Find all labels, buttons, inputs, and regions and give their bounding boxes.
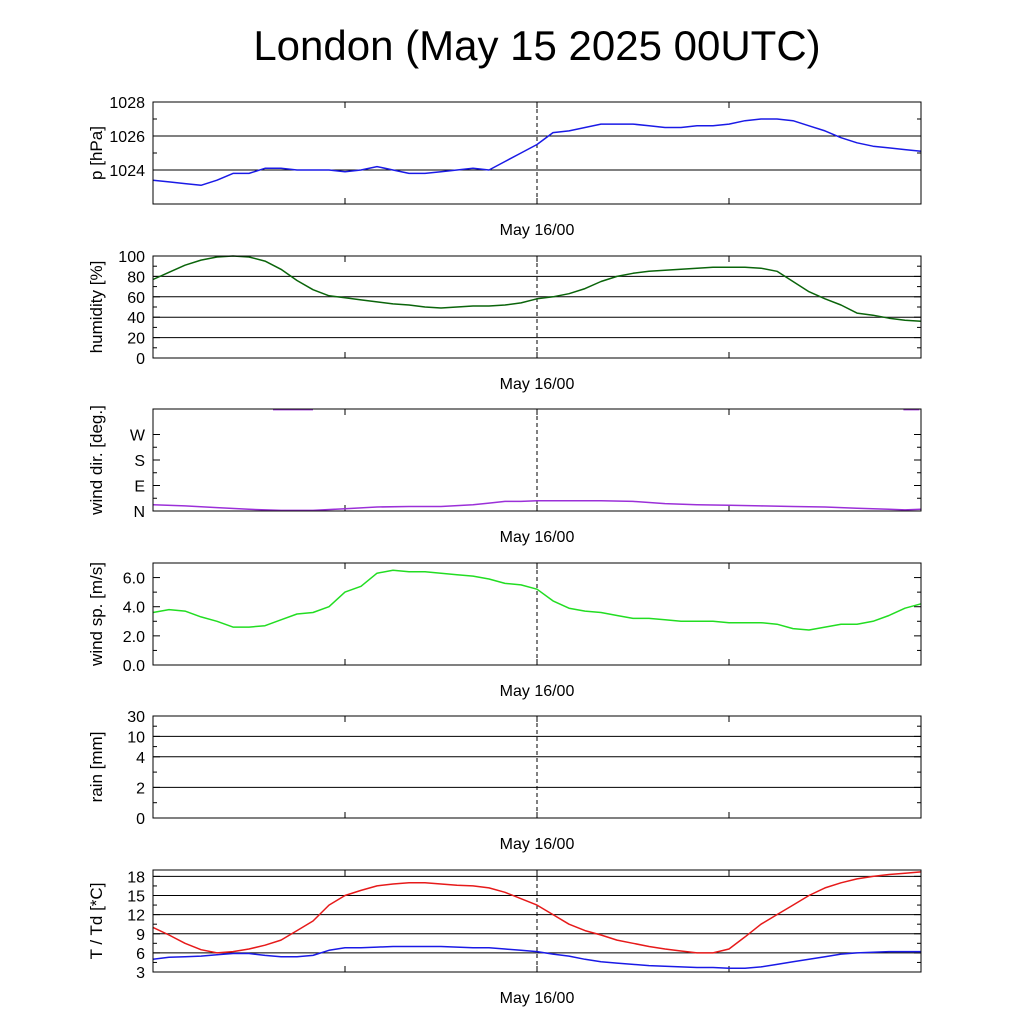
x-tick-label: May 16/00 [500, 836, 575, 853]
y-tick-label: 40 [127, 310, 145, 327]
plot-frame [152, 255, 922, 359]
x-tick-label: May 16/00 [500, 222, 575, 239]
y-tick-label: 0 [136, 811, 145, 828]
y-tick-label: 6.0 [123, 571, 145, 588]
series-line-t [152, 871, 922, 954]
y-tick-label: 15 [127, 889, 145, 906]
y-axis-label: T / Td [*C] [87, 883, 106, 960]
x-tick-label: May 16/00 [500, 376, 575, 393]
y-tick-label: 4 [136, 750, 145, 767]
y-tick-label: 80 [127, 269, 145, 286]
y-axis-label: wind dir. [deg.] [87, 405, 106, 516]
y-tick-label: 0.0 [123, 658, 145, 675]
y-tick-label: 30 [127, 709, 145, 726]
y-tick-label: 1026 [109, 129, 145, 146]
y-tick-label: 6 [136, 946, 145, 963]
series-line-td [152, 945, 921, 969]
y-tick-label: 20 [127, 331, 145, 348]
y-tick-label: 4.0 [123, 600, 145, 617]
series-line [152, 118, 922, 187]
y-tick-label: 2 [136, 780, 145, 797]
y-tick-label: 3 [136, 965, 145, 982]
y-tick-label: 0 [136, 351, 145, 368]
y-tick-label: 1028 [109, 95, 145, 112]
y-tick-label: N [133, 504, 145, 521]
y-axis-label: wind sp. [m/s] [87, 562, 106, 667]
x-tick-label: May 16/00 [500, 990, 575, 1007]
series-line [152, 255, 922, 323]
y-tick-label: 10 [127, 729, 145, 746]
y-tick-label: 9 [136, 927, 145, 944]
y-tick-label: S [134, 453, 145, 470]
y-tick-label: 12 [127, 908, 145, 925]
plot-frame [152, 408, 922, 512]
plot-frame [152, 562, 922, 666]
y-tick-label: 18 [127, 869, 145, 886]
y-axis-label: rain [mm] [87, 732, 106, 803]
y-tick-label: W [130, 428, 146, 445]
chart-title: London (May 15 2025 00UTC) [253, 22, 820, 69]
series-line [152, 569, 922, 631]
plot-frame [152, 869, 922, 973]
y-tick-label: 2.0 [123, 629, 145, 646]
x-tick-label: May 16/00 [500, 683, 575, 700]
plot-frame [152, 101, 922, 205]
y-axis-label: p [hPa] [87, 126, 106, 180]
y-tick-label: E [134, 479, 145, 496]
y-tick-label: 100 [118, 249, 145, 266]
y-tick-label: 1024 [109, 163, 145, 180]
y-tick-label: 60 [127, 290, 145, 307]
x-tick-label: May 16/00 [500, 529, 575, 546]
plot-frame [152, 715, 922, 819]
series-line [152, 500, 922, 512]
y-axis-label: humidity [%] [87, 261, 106, 354]
